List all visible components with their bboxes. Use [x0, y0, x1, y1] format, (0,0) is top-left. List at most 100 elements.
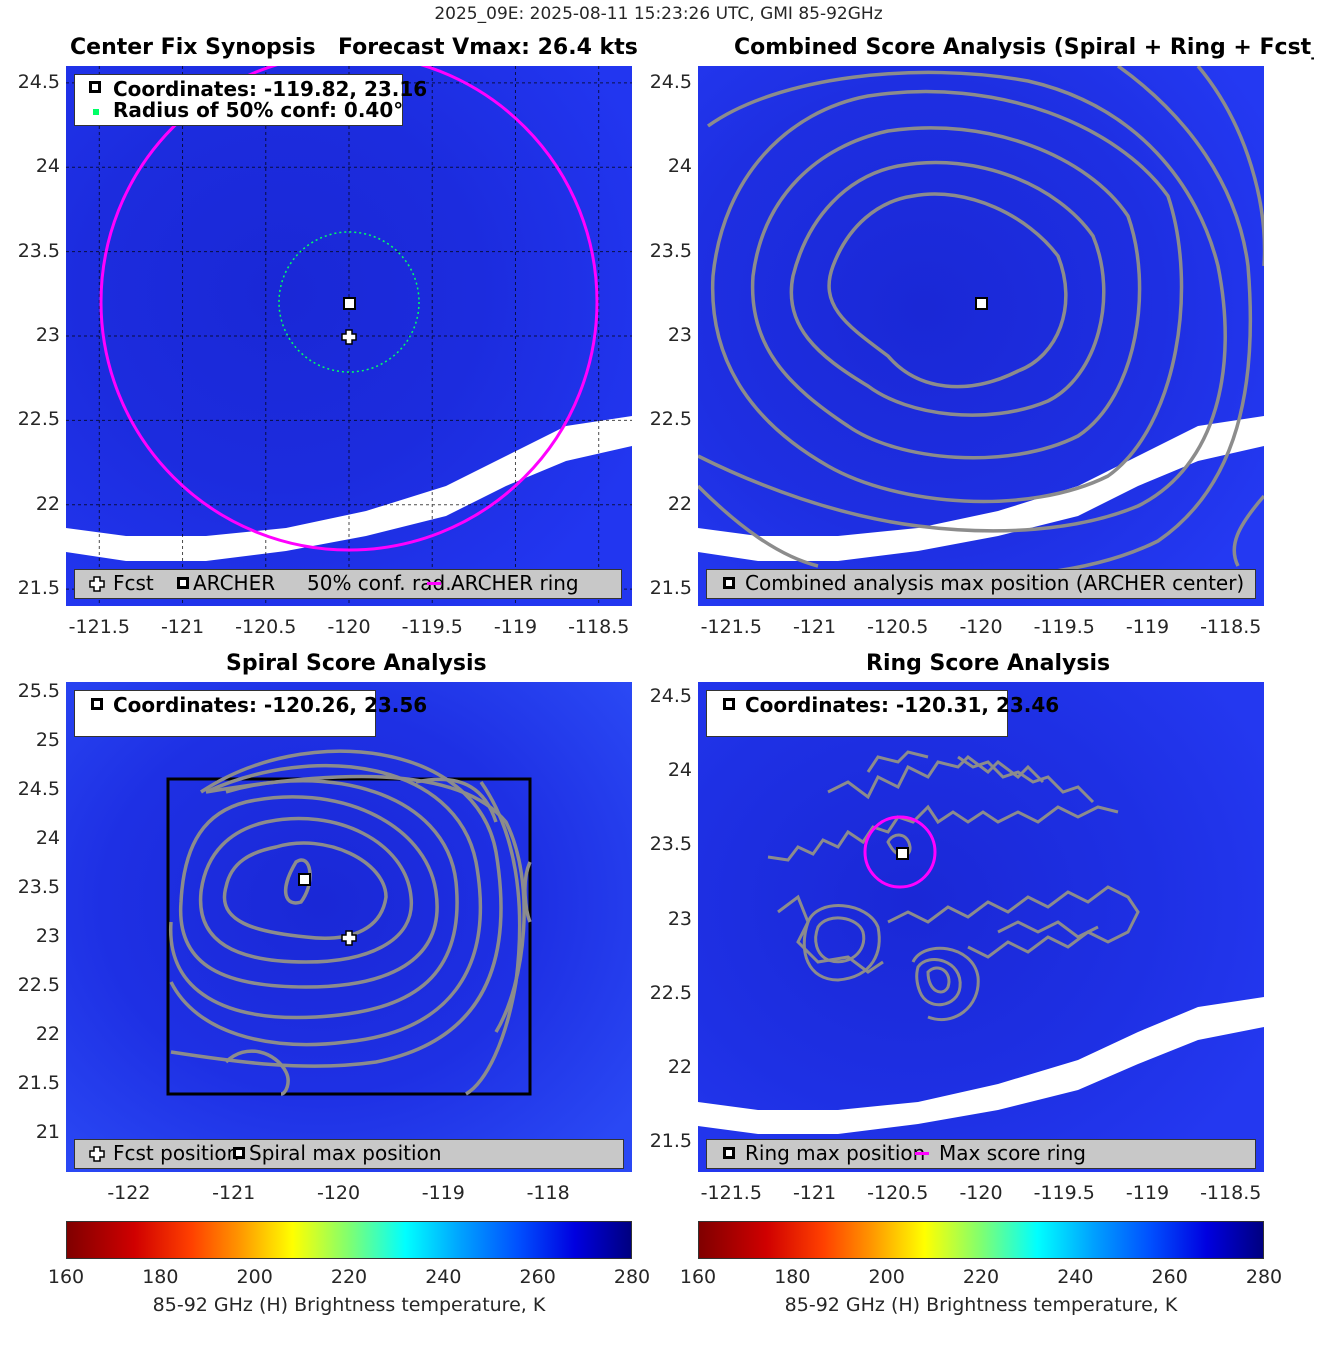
p1-legend-ring: ARCHER ring	[451, 571, 579, 595]
p4-info-coords: Coordinates: -120.31, 23.46	[745, 693, 1060, 717]
p4-ytick: 24.5	[649, 684, 692, 707]
p4-xtick: -121	[792, 1182, 837, 1204]
p3-contour-6	[169, 763, 483, 1047]
p4-legend-score-icon	[915, 1152, 929, 1155]
p2-contour-1	[827, 192, 1068, 389]
p2-ytick: 21.5	[649, 577, 692, 600]
p1-archer-ring	[99, 66, 599, 552]
p2-ytick: 22	[667, 492, 692, 515]
p3-legend-fcst: Fcst position	[113, 1141, 240, 1165]
p1-info-coords: Coordinates: -119.82, 23.16	[113, 77, 428, 101]
p4-data-gap	[698, 997, 1264, 1134]
p4-contour-9	[915, 958, 962, 1007]
p3-ytick: 25	[35, 728, 60, 751]
p4-contour-4	[957, 755, 1095, 804]
p4-plot-area: Coordinates: -120.31, 23.46 Ring max pos…	[698, 682, 1264, 1172]
p4-contour-3	[866, 750, 929, 773]
p3-contour-3	[198, 816, 413, 964]
p1-ytick: 21.5	[17, 577, 60, 600]
p4-xtick: -119.5	[1033, 1182, 1095, 1204]
p2-max-marker	[975, 297, 988, 310]
p2-ytick: 24	[667, 155, 692, 178]
p3-ytick: 22	[35, 1022, 60, 1045]
p4-legend: Ring max position Max score ring	[706, 1139, 1256, 1169]
p4-ytick: 23	[667, 907, 692, 930]
colorbar-tick: 200	[236, 1266, 273, 1288]
p1-title-right: Forecast Vmax: 26.4 kts	[338, 35, 638, 60]
p2-xtick: -120	[959, 616, 1003, 638]
colorbar-left	[66, 1221, 632, 1259]
p2-title: Combined Score Analysis (Spiral + Ring +…	[734, 35, 1314, 60]
p3-ytick: 23	[35, 924, 60, 947]
p1-ytick: 22.5	[17, 408, 60, 431]
p3-ytick: 22.5	[17, 973, 60, 996]
colorbar-tick: 240	[1057, 1266, 1094, 1288]
p3-contour-2	[222, 841, 388, 940]
p4-contour-12	[997, 920, 1099, 939]
p3-bt-field	[66, 682, 632, 1172]
p4-ytick: 22	[667, 1056, 692, 1079]
p2-xtick: -121	[792, 616, 837, 638]
p3-ytick: 24	[35, 826, 60, 849]
p3-info-icon	[91, 698, 103, 710]
p3-ytick: 21.5	[17, 1071, 60, 1094]
p4-title: Ring Score Analysis	[866, 651, 1111, 676]
p2-xtick: -118.5	[1200, 616, 1262, 638]
p1-xtick: -121.5	[68, 616, 130, 638]
p3-ytick: 25.5	[17, 679, 60, 702]
p4-legend-ring-icon	[723, 1147, 735, 1159]
p3-contour-12	[523, 861, 532, 923]
p4-ytick: 23.5	[649, 833, 692, 856]
colorbar-left-label: 85-92 GHz (H) Brightness temperature, K	[152, 1294, 546, 1316]
p2-contour-7	[1196, 66, 1264, 266]
p2-legend: Combined analysis max position (ARCHER c…	[706, 569, 1256, 599]
p3-xtick: -122	[107, 1182, 151, 1204]
p1-legend-fcst: Fcst	[113, 571, 154, 595]
p1-info-conf-icon	[93, 109, 99, 115]
p3-svg	[66, 682, 632, 1172]
p2-contour-8	[698, 484, 819, 568]
p4-contour-2	[827, 755, 1045, 800]
p4-ytick: 21.5	[649, 1130, 692, 1153]
p3-plot-area: Coordinates: -120.26, 23.56 Fcst positio…	[66, 682, 632, 1172]
p4-contour-1	[767, 804, 1119, 862]
colorbar-tick: 160	[47, 1266, 85, 1288]
p3-legend-spiral: Spiral max position	[249, 1141, 442, 1165]
p4-contour-6	[814, 916, 866, 964]
p2-contour-4	[710, 89, 1184, 504]
p3-info-box: Coordinates: -120.26, 23.56	[74, 690, 427, 737]
p1-ytick: 22	[35, 492, 60, 515]
p3-xtick: -118	[526, 1182, 570, 1204]
p1-data-gap	[66, 416, 632, 561]
p3-contour-5	[169, 779, 459, 1020]
colorbar-tick: 220	[962, 1266, 1000, 1288]
p3-xtick: -119	[421, 1182, 465, 1204]
p4-xtick: -118.5	[1200, 1182, 1262, 1204]
p4-xtick: -119	[1125, 1182, 1170, 1204]
p3-title: Spiral Score Analysis	[226, 651, 487, 676]
p2-ytick: 24.5	[649, 70, 692, 93]
p3-contour-11	[224, 1049, 290, 1096]
p3-contours	[169, 749, 532, 1096]
p2-legend-icon	[723, 577, 735, 589]
p1-xtick: -119	[493, 616, 538, 638]
p1-xtick: -121	[160, 616, 205, 638]
p4-ring-marker	[896, 847, 909, 860]
p2-contour-5	[698, 70, 1227, 533]
p3-contour-4	[178, 795, 439, 989]
p1-info-box: Coordinates: -119.82, 23.16 Radius of 50…	[74, 74, 427, 126]
p4-ytick: 24	[667, 759, 692, 782]
p3-xtick: -120	[316, 1182, 361, 1204]
p4-score-ring	[863, 815, 937, 889]
p3-ytick: 21	[35, 1120, 60, 1143]
p3-ytick: 23.5	[17, 875, 60, 898]
p1-ytick: 24	[35, 155, 60, 178]
p4-legend-ring: Ring max position	[745, 1141, 926, 1165]
p3-contour-7	[170, 749, 503, 1068]
colorbar-tick: 200	[868, 1266, 905, 1288]
p4-contours	[767, 750, 1140, 1022]
colorbar-tick: 180	[142, 1266, 179, 1288]
colorbar-tick: 280	[1245, 1266, 1283, 1288]
p3-contour-9	[465, 780, 522, 1096]
p4-info-icon	[723, 698, 735, 710]
